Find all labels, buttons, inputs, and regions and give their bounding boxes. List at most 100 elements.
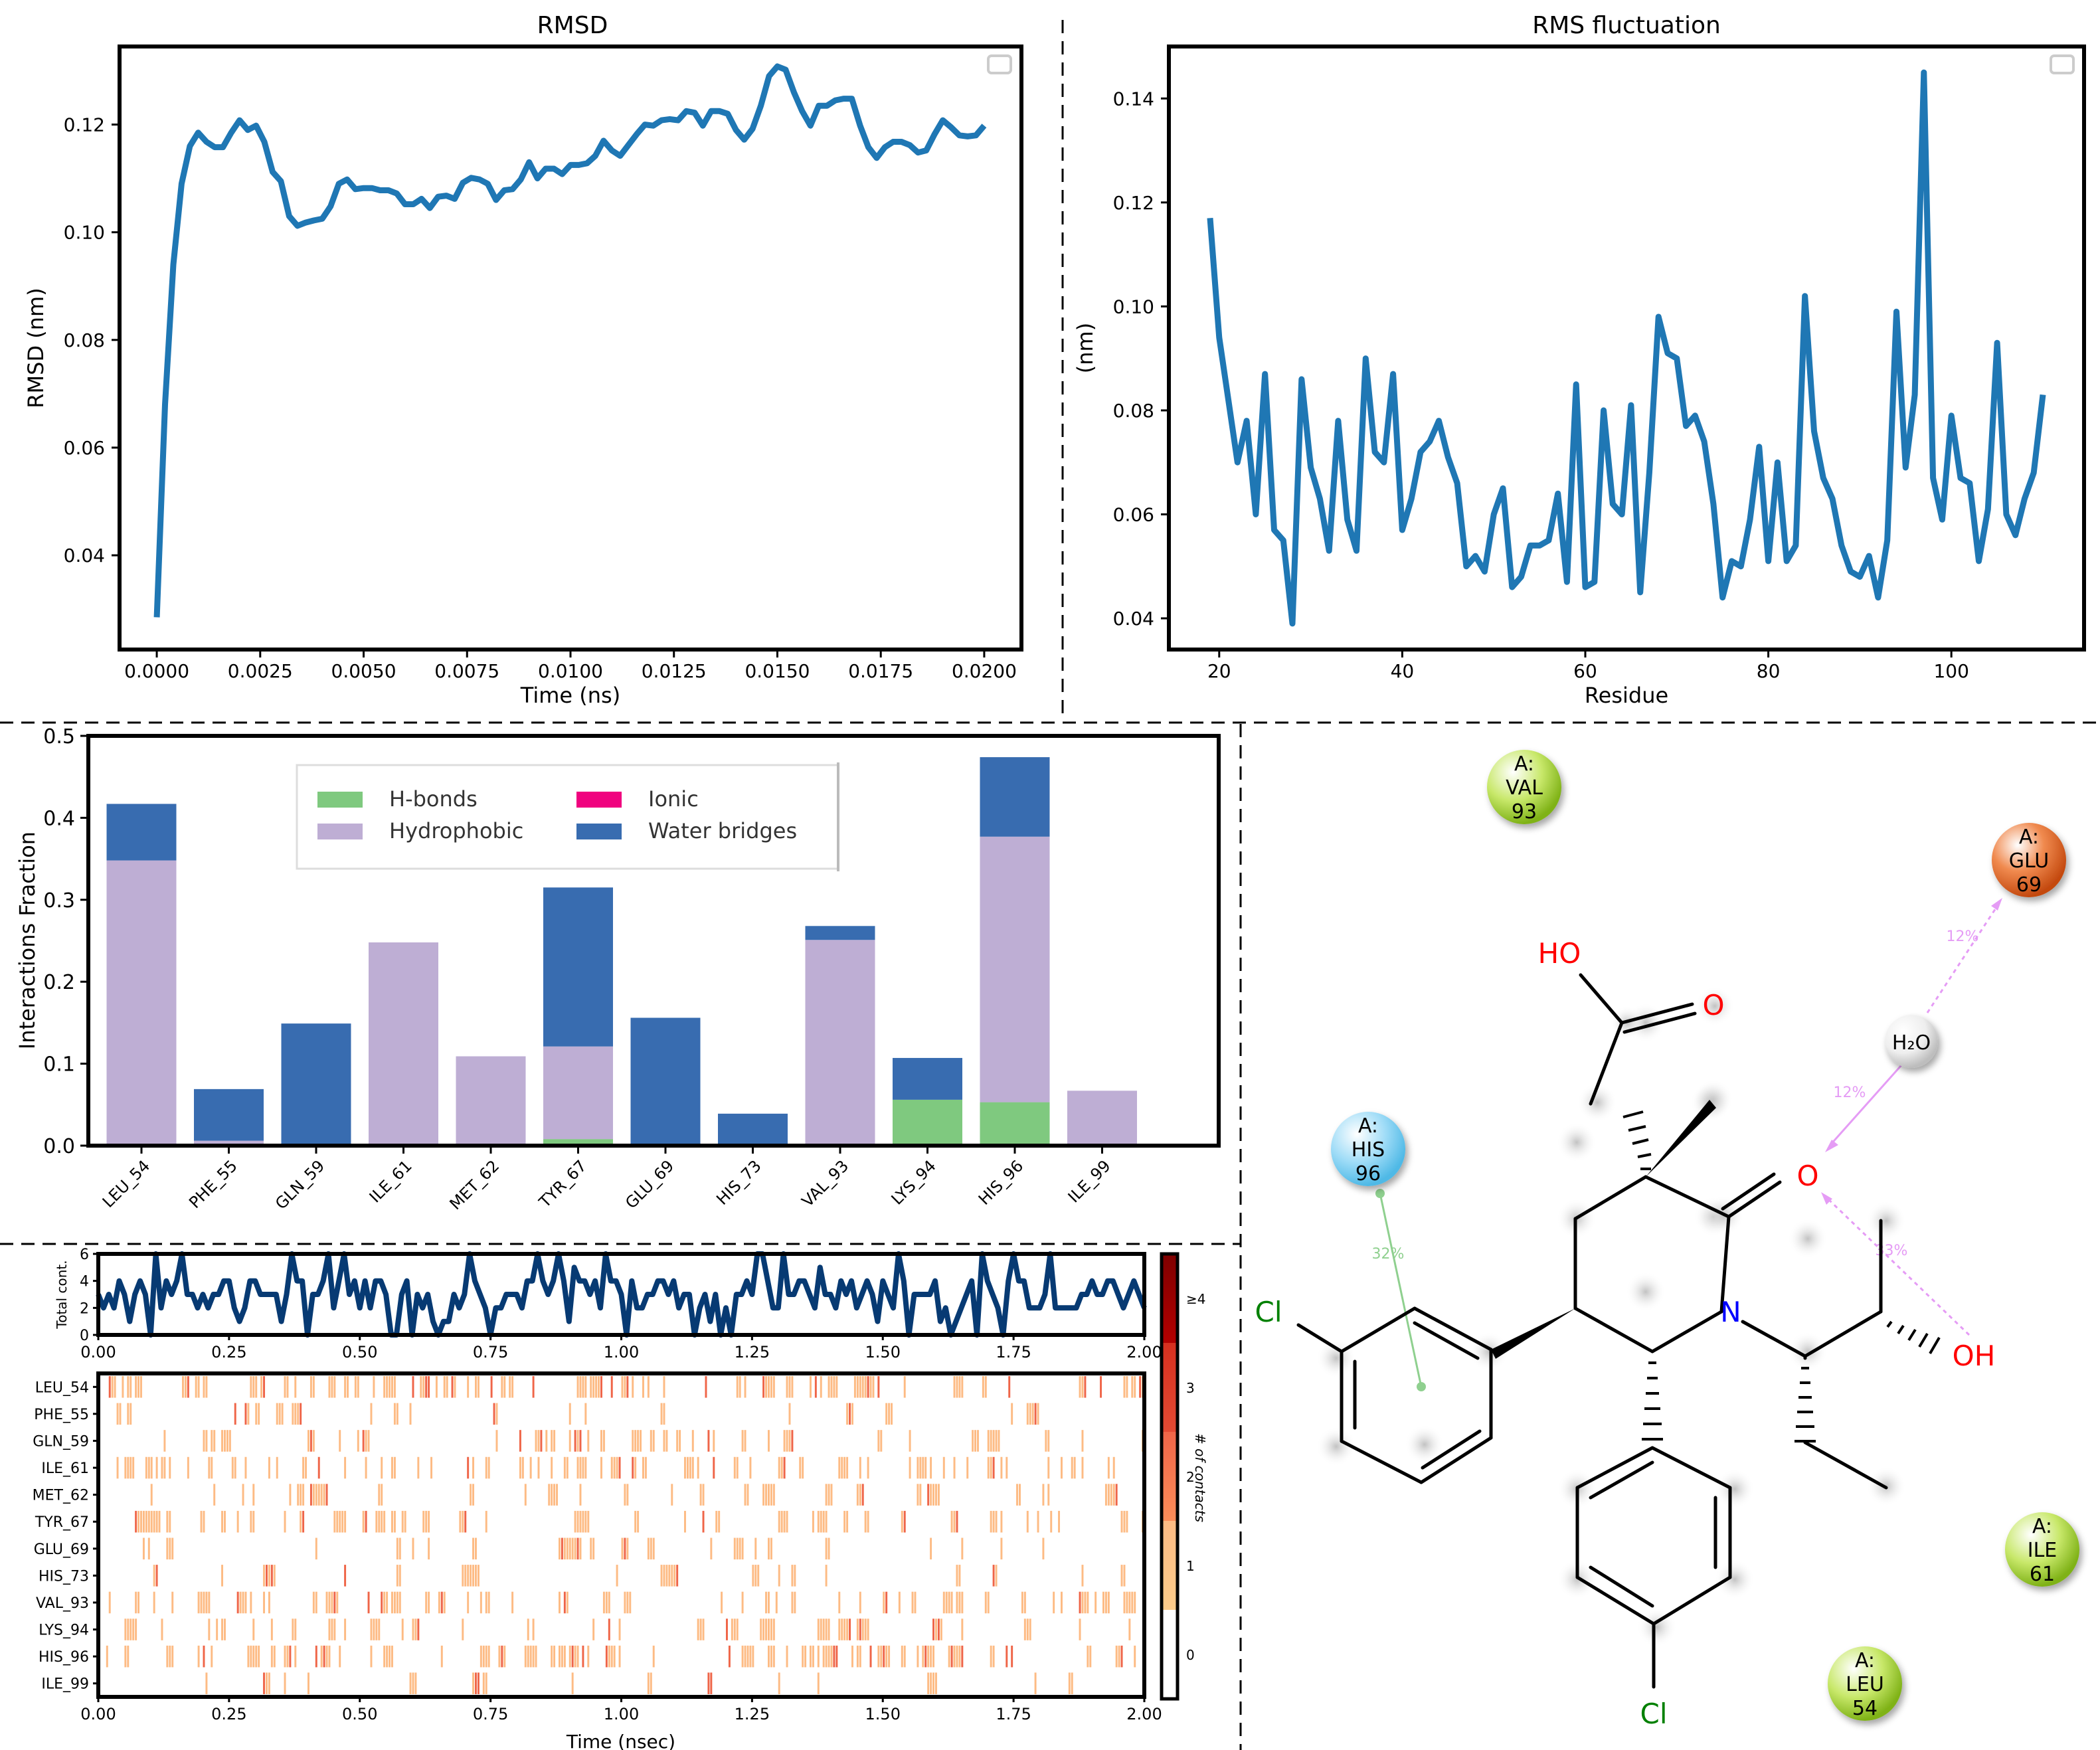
contact-cell: [956, 1510, 958, 1533]
row-label: LYS_94: [39, 1622, 89, 1639]
contact-cell: [166, 1537, 169, 1560]
contact-cell: [830, 1645, 833, 1668]
contact-cell: [391, 1591, 393, 1614]
contact-cell: [856, 1645, 859, 1668]
contact-cell: [1047, 1484, 1050, 1506]
contact-cell: [383, 1645, 386, 1668]
contact-cell: [266, 1672, 268, 1694]
colorbar-ticks: 0 1 2 3 ≥4: [1186, 1291, 1205, 1663]
row-label: ILE_61: [41, 1460, 89, 1477]
contact-cell: [414, 1619, 417, 1640]
contact-cell: [365, 1510, 367, 1533]
contact-cell: [794, 1565, 796, 1587]
bar-ylabel: Interactions Fraction: [15, 831, 40, 1049]
contact-cell: [576, 1430, 579, 1452]
contact-cell: [197, 1376, 200, 1398]
contact-cell: [843, 1510, 846, 1533]
rmsd-title: RMSD: [537, 12, 608, 39]
row-label: TYR_67: [35, 1514, 89, 1531]
contact-cell: [961, 1376, 964, 1398]
contact-cell: [250, 1591, 252, 1614]
contact-cell: [250, 1510, 252, 1533]
residue-chain: A:: [1855, 1649, 1875, 1672]
contact-cell: [221, 1565, 224, 1587]
contact-cell: [312, 1484, 315, 1506]
contact-cell: [1061, 1591, 1063, 1614]
colorbar-label: # of contacts: [1192, 1433, 1208, 1522]
contact-cell: [263, 1376, 266, 1398]
contact-cell: [584, 1456, 587, 1479]
contact-cell: [1123, 1591, 1126, 1614]
contact-cell: [846, 1619, 849, 1640]
contact-cell: [315, 1484, 317, 1506]
contact-cell: [621, 1376, 624, 1398]
contact-cell: [637, 1510, 640, 1533]
contact-cell: [137, 1591, 140, 1614]
contact-cell: [490, 1376, 493, 1398]
contact-cell: [373, 1619, 375, 1640]
contact-cell: [155, 1565, 158, 1587]
contact-cell: [992, 1565, 995, 1587]
contact-cell: [276, 1403, 278, 1425]
contact-cell: [396, 1537, 398, 1560]
contact-cell: [673, 1565, 676, 1587]
contact-cell: [1071, 1672, 1073, 1694]
bar-segment-hydrophobic-ile_61: [369, 942, 438, 1146]
contact-cell: [1026, 1403, 1029, 1425]
contact-cell: [224, 1430, 226, 1452]
contact-cell: [537, 1430, 540, 1452]
residue-chain: A:: [1514, 752, 1534, 776]
contact-cell: [859, 1376, 861, 1398]
contact-cell: [853, 1376, 856, 1398]
contact-cell: [684, 1510, 686, 1533]
contact-cell: [509, 1376, 511, 1398]
contact-cell: [812, 1645, 814, 1668]
contact-cell: [124, 1645, 127, 1668]
contact-cell: [147, 1456, 150, 1479]
contact-cell: [412, 1376, 414, 1398]
contact-cell: [537, 1456, 540, 1479]
contact-cell: [770, 1537, 772, 1560]
contact-cell: [1071, 1456, 1073, 1479]
contact-cell: [618, 1645, 621, 1668]
contact-cell: [247, 1645, 250, 1668]
rmsd-ylabel: RMSD (nm): [23, 288, 48, 408]
contact-cell: [169, 1537, 171, 1560]
y-tick-label: 0.14: [1113, 88, 1154, 110]
contact-cell: [307, 1430, 309, 1452]
contact-cell: [140, 1376, 142, 1398]
contact-cell: [213, 1484, 216, 1506]
contact-cell: [1045, 1430, 1047, 1452]
contact-cell: [883, 1645, 885, 1668]
contact-cell: [652, 1645, 655, 1668]
contact-cell: [169, 1645, 171, 1668]
contact-cell: [381, 1484, 383, 1506]
contact-cell: [579, 1430, 582, 1452]
contact-cell: [1026, 1619, 1029, 1640]
contact-cell: [124, 1619, 127, 1640]
contact-cell: [814, 1376, 817, 1398]
category-label: GLN_59: [272, 1156, 328, 1213]
contact-cell: [524, 1484, 527, 1506]
contact-cell: [116, 1403, 119, 1425]
contact-cell: [741, 1591, 744, 1614]
contact-cell: [1047, 1430, 1050, 1452]
contact-cell: [247, 1403, 250, 1425]
contact-cell: [106, 1645, 108, 1668]
contact-cell: [930, 1672, 932, 1694]
contact-cell: [1008, 1376, 1011, 1398]
contact-cell: [130, 1456, 132, 1479]
contact-cell: [221, 1619, 224, 1640]
contact-cell: [828, 1484, 830, 1506]
contact-cell: [477, 1376, 480, 1398]
contact-cell: [529, 1645, 532, 1668]
row-label: VAL_93: [36, 1595, 89, 1612]
contact-cell: [1139, 1376, 1142, 1398]
contact-cell: [786, 1645, 788, 1668]
contact-cell: [922, 1645, 924, 1668]
contact-cell: [851, 1645, 853, 1668]
contact-cell: [942, 1456, 945, 1479]
residue-bubble: [1331, 1112, 1405, 1186]
contact-cell: [187, 1376, 189, 1398]
contact-cell: [739, 1537, 741, 1560]
